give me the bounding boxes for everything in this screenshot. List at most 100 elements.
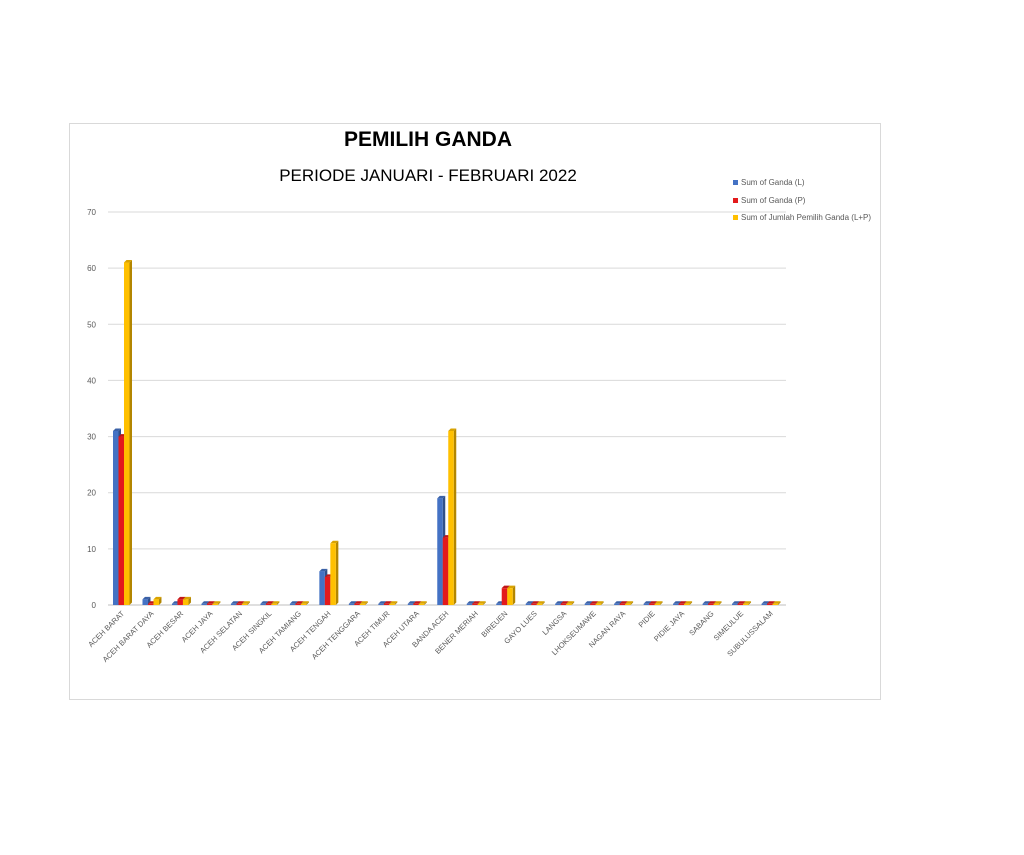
- bar: [584, 603, 591, 605]
- x-tick-label: PIDIE JAYA: [652, 609, 686, 643]
- bar: [359, 603, 366, 605]
- bar: [590, 603, 596, 605]
- bar: [437, 498, 443, 605]
- bar: [560, 603, 567, 605]
- bar-top: [230, 601, 239, 604]
- bar: [619, 603, 626, 605]
- bar-top: [507, 585, 516, 589]
- legend-swatch-total: [733, 215, 738, 221]
- bar: [354, 603, 360, 605]
- bar: [177, 599, 183, 605]
- bar: [348, 603, 355, 605]
- bar: [206, 603, 213, 605]
- bar-top: [413, 601, 422, 604]
- bar-top: [153, 596, 162, 600]
- bar-top: [501, 585, 510, 589]
- bar: [201, 603, 207, 605]
- bar-top: [732, 601, 741, 604]
- bar: [383, 603, 390, 605]
- bar: [124, 262, 130, 605]
- bar: [230, 603, 237, 605]
- bar-top: [319, 568, 328, 572]
- bar-top: [625, 601, 634, 604]
- legend-label-l: Sum of Ganda (L): [741, 178, 805, 188]
- bar: [295, 603, 301, 605]
- bar-top: [354, 601, 363, 604]
- bar: [466, 603, 473, 605]
- bar-top: [614, 601, 623, 604]
- bar: [477, 603, 484, 605]
- bar-top: [383, 601, 392, 604]
- bar-top: [124, 260, 132, 263]
- bar: [378, 603, 384, 605]
- bar-top: [466, 601, 475, 604]
- bar-side: [453, 428, 457, 605]
- bar-side: [306, 601, 309, 605]
- x-tick-label: BIREUEN: [479, 609, 509, 639]
- bar: [496, 603, 502, 605]
- bar: [525, 603, 532, 605]
- bar-side: [601, 601, 604, 605]
- bar: [271, 603, 277, 605]
- bar: [702, 603, 709, 605]
- bar: [407, 603, 414, 605]
- bar: [324, 576, 331, 605]
- legend-item-p: Sum of Ganda (P): [733, 192, 871, 210]
- bar-side: [748, 601, 752, 605]
- bar-top: [560, 601, 569, 604]
- bar-side: [778, 601, 781, 605]
- bar-side: [188, 596, 191, 605]
- bar-top: [555, 601, 564, 604]
- bar: [595, 603, 602, 605]
- bar-top: [525, 601, 534, 604]
- bar-top: [654, 601, 663, 604]
- bar-top: [531, 601, 540, 604]
- bar: [732, 603, 738, 605]
- bar: [531, 603, 537, 605]
- bar: [713, 603, 720, 605]
- bar-side: [719, 601, 722, 605]
- bar-side: [129, 260, 132, 605]
- bar: [147, 603, 154, 605]
- bar-side: [689, 601, 693, 605]
- bar-top: [348, 601, 357, 604]
- bar-side: [424, 601, 427, 605]
- bar-top: [536, 601, 545, 604]
- bar-top: [702, 601, 711, 604]
- bar-top: [643, 601, 652, 604]
- legend-item-total: Sum of Jumlah Pemilih Ganda (L+P): [733, 209, 871, 227]
- bar-top: [265, 601, 274, 604]
- bar: [236, 603, 242, 605]
- legend-swatch-p: [733, 197, 738, 203]
- bar-top: [330, 540, 339, 544]
- bar-top: [389, 601, 398, 604]
- bar-side: [217, 601, 221, 605]
- bar: [265, 603, 272, 605]
- bar-side: [542, 601, 545, 605]
- bar-top: [236, 601, 245, 604]
- bar: [684, 603, 690, 605]
- bar: [761, 603, 768, 605]
- bar-top: [177, 596, 186, 600]
- bar-top: [772, 601, 781, 604]
- bar-side: [247, 601, 250, 605]
- bar-top: [590, 601, 599, 604]
- bar-top: [477, 601, 486, 604]
- bar-side: [394, 601, 398, 605]
- bar: [507, 588, 513, 605]
- legend-label-p: Sum of Ganda (P): [741, 195, 806, 205]
- bar: [289, 603, 296, 605]
- y-tick-label: 20: [87, 489, 96, 498]
- bar-top: [743, 601, 752, 604]
- y-tick-label: 50: [87, 320, 96, 329]
- bar: [643, 603, 650, 605]
- bar: [153, 599, 159, 605]
- bar: [536, 603, 543, 605]
- bar: [614, 603, 620, 605]
- bar-top: [271, 601, 280, 604]
- bar: [501, 588, 508, 605]
- bar-top: [684, 601, 693, 604]
- bar: [772, 603, 779, 605]
- legend: Sum of Ganda (L) Sum of Ganda (P) Sum of…: [733, 174, 871, 227]
- bar-top: [418, 601, 427, 604]
